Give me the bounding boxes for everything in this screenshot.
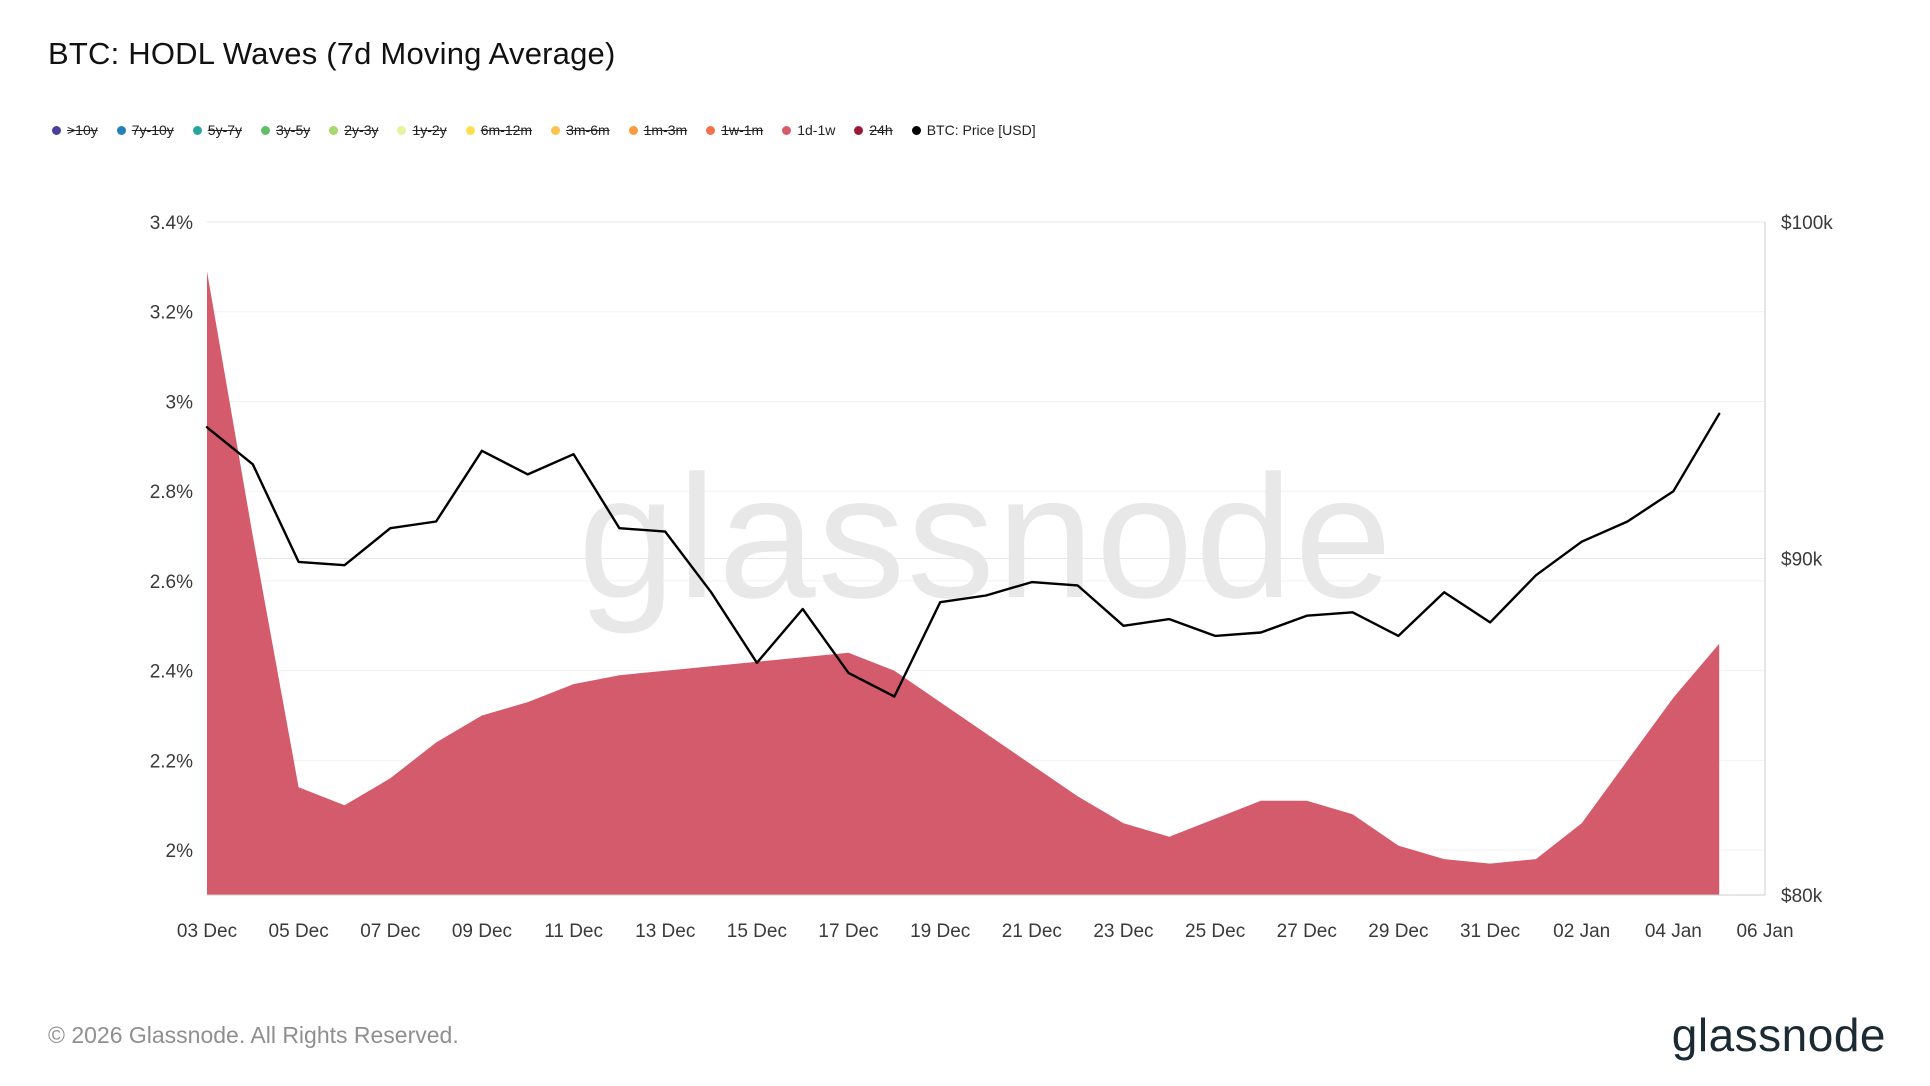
x-axis-tick: 11 Dec bbox=[544, 921, 603, 942]
legend-item-3m-6m[interactable]: 3m-6m bbox=[551, 122, 610, 138]
legend-dot bbox=[329, 125, 339, 135]
legend-item-1w-1m[interactable]: 1w-1m bbox=[706, 122, 763, 138]
legend-item-label: BTC: Price [USD] bbox=[926, 122, 1036, 138]
x-axis-tick: 05 Dec bbox=[269, 921, 329, 942]
legend-item-1d-1w[interactable]: 1d-1w bbox=[782, 122, 835, 138]
legend-item-label: 3m-6m bbox=[566, 122, 610, 138]
x-axis-tick: 07 Dec bbox=[360, 921, 420, 942]
legend-item-5y-7y[interactable]: 5y-7y bbox=[192, 122, 243, 138]
x-axis-tick: 29 Dec bbox=[1368, 921, 1428, 942]
copyright-text: © 2026 Glassnode. All Rights Reserved. bbox=[48, 1022, 459, 1048]
legend-dot bbox=[192, 125, 202, 135]
legend-item-label: 1m-3m bbox=[643, 122, 688, 138]
y-axis-left-tick: 2.2% bbox=[150, 751, 193, 772]
x-axis-tick: 21 Dec bbox=[1002, 921, 1062, 942]
legend-dot bbox=[116, 125, 126, 135]
x-axis-tick: 31 Dec bbox=[1460, 921, 1520, 942]
legend-item-label: >10y bbox=[67, 122, 98, 138]
x-axis-tick: 15 Dec bbox=[727, 921, 787, 942]
legend-dot bbox=[782, 125, 792, 135]
y-axis-left-tick: 3.2% bbox=[150, 303, 193, 324]
x-axis-tick: 17 Dec bbox=[818, 921, 878, 942]
legend-item-24h[interactable]: 24h bbox=[854, 122, 893, 138]
legend-item-1m-3m[interactable]: 1m-3m bbox=[628, 122, 688, 138]
legend-item-btc-price-usd-[interactable]: BTC: Price [USD] bbox=[911, 122, 1036, 138]
legend-dot bbox=[261, 125, 271, 135]
legend-dot bbox=[465, 125, 475, 135]
legend-item-label: 24h bbox=[869, 122, 893, 138]
legend-dot bbox=[854, 125, 864, 135]
chart-title: BTC: HODL Waves (7d Moving Average) bbox=[48, 36, 616, 71]
x-axis-tick: 25 Dec bbox=[1185, 921, 1245, 942]
x-axis-tick: 06 Jan bbox=[1736, 921, 1793, 942]
y-axis-right-tick: $80k bbox=[1781, 886, 1823, 907]
y-axis-right-tick: $100k bbox=[1781, 213, 1833, 234]
y-axis-left-tick: 2.8% bbox=[150, 482, 193, 503]
price-line bbox=[205, 412, 1721, 698]
legend-item-3y-5y[interactable]: 3y-5y bbox=[261, 122, 310, 138]
legend-dot bbox=[911, 125, 921, 135]
legend-item-7y-10y[interactable]: 7y-10y bbox=[116, 122, 174, 138]
glassnode-watermark: glassnode bbox=[578, 440, 1394, 635]
y-axis-left-tick: 3% bbox=[166, 392, 194, 413]
legend-item-label: 1w-1m bbox=[721, 122, 764, 138]
x-axis-tick: 02 Jan bbox=[1553, 921, 1610, 942]
legend-dot bbox=[706, 125, 716, 135]
legend-dot bbox=[628, 125, 638, 135]
y-axis-left-tick: 2.6% bbox=[150, 572, 193, 593]
x-axis-tick: 19 Dec bbox=[910, 921, 970, 942]
y-axis-right-tick: $90k bbox=[1781, 550, 1823, 571]
legend-item-label: 1d-1w bbox=[797, 122, 836, 138]
legend-item-label: 5y-7y bbox=[207, 122, 243, 138]
legend-dot bbox=[551, 125, 561, 135]
legend-item-label: 7y-10y bbox=[131, 122, 174, 138]
legend-item-label: 2y-3y bbox=[344, 122, 379, 138]
x-axis-tick: 23 Dec bbox=[1093, 921, 1153, 942]
x-axis-tick: 04 Jan bbox=[1645, 921, 1702, 942]
y-axis-left-tick: 2% bbox=[166, 841, 194, 862]
legend-item-2y-3y[interactable]: 2y-3y bbox=[329, 122, 378, 138]
x-axis-tick: 09 Dec bbox=[452, 921, 512, 942]
legend-item-label: 1y-2y bbox=[412, 122, 447, 138]
area-series-1d-1w bbox=[207, 271, 1720, 895]
legend-dot bbox=[397, 125, 407, 135]
y-axis-left-tick: 3.4% bbox=[150, 213, 193, 234]
legend-dot bbox=[52, 125, 61, 135]
glassnode-logo: glassnode bbox=[1671, 1009, 1886, 1061]
x-axis-tick: 13 Dec bbox=[635, 921, 695, 942]
legend-item-6m-12m[interactable]: 6m-12m bbox=[465, 122, 533, 138]
y-axis-left-tick: 2.4% bbox=[150, 662, 193, 683]
legend-item-1y-2y[interactable]: 1y-2y bbox=[397, 122, 447, 138]
legend-item-label: 6m-12m bbox=[480, 122, 533, 138]
x-axis-tick: 27 Dec bbox=[1277, 921, 1337, 942]
legend-item--10y[interactable]: >10y bbox=[52, 122, 98, 138]
legend: >10y 7y-10y 5y-7y 3y-5y 2y-3y 1y-2y 6m-12m 3m-6… bbox=[52, 122, 1036, 138]
x-axis-tick: 03 Dec bbox=[177, 921, 237, 942]
legend-item-label: 3y-5y bbox=[276, 122, 311, 138]
